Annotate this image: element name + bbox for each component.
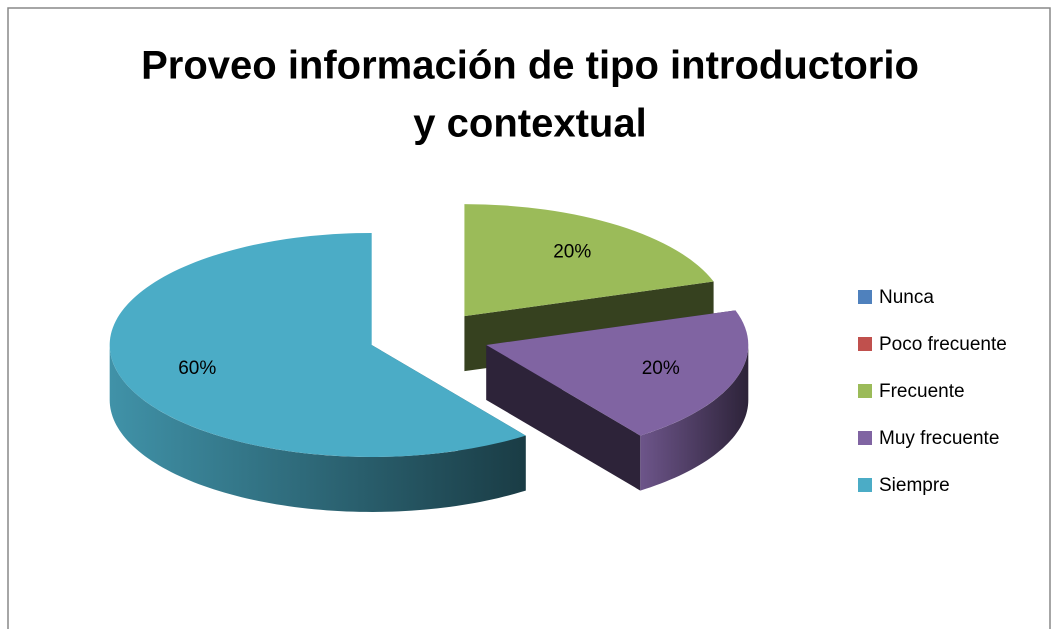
- slice-side: [486, 344, 641, 491]
- legend-swatch: [858, 337, 872, 351]
- legend-swatch: [858, 384, 872, 398]
- legend-swatch: [858, 478, 872, 492]
- legend-label: Nunca: [879, 287, 934, 308]
- slice-wall: [109, 344, 526, 512]
- slice-wall: [640, 344, 749, 491]
- legend-swatch: [858, 431, 872, 445]
- data-label: 20%: [642, 358, 680, 379]
- legend-label: Siempre: [879, 475, 950, 496]
- data-label: 60%: [178, 358, 216, 379]
- pie-slice: [109, 232, 526, 512]
- legend-label: Muy frecuente: [879, 428, 999, 449]
- slice-top: [109, 232, 526, 457]
- slice-top: [464, 204, 714, 317]
- data-label: 20%: [553, 242, 591, 263]
- legend-label: Frecuente: [879, 381, 965, 402]
- pie-slice: [486, 310, 749, 491]
- chart-title: Proveo información de tipo introductorio: [141, 44, 919, 88]
- chart-title: y contextual: [413, 102, 646, 146]
- legend-label: Poco frecuente: [879, 334, 1007, 355]
- slice-top: [486, 310, 749, 436]
- legend-swatch: [858, 290, 872, 304]
